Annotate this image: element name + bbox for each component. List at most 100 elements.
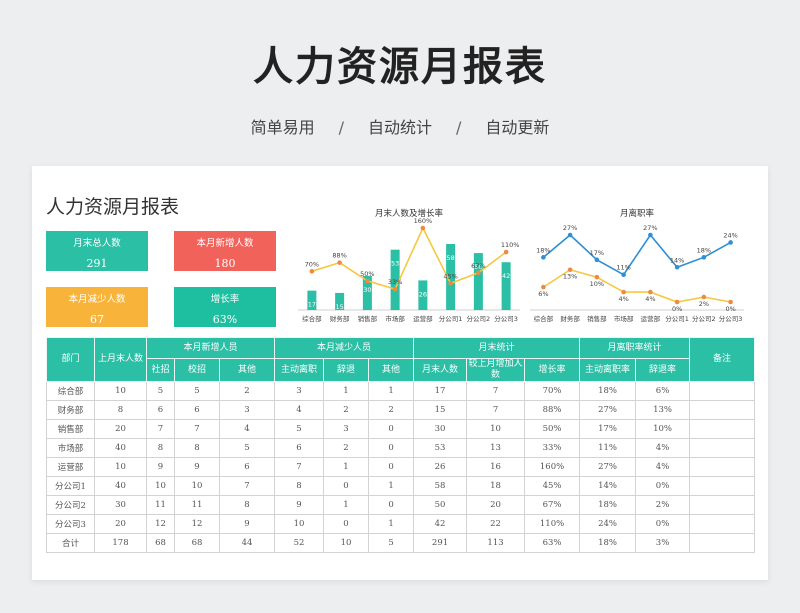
- table-cell[interactable]: [689, 514, 756, 534]
- table-cell[interactable]: 40: [94, 438, 147, 458]
- table-cell[interactable]: 7: [218, 476, 276, 496]
- table-cell[interactable]: 0: [323, 514, 370, 534]
- table-cell[interactable]: 0: [368, 419, 415, 439]
- table-cell[interactable]: [689, 381, 756, 401]
- table-cell[interactable]: 16: [466, 457, 526, 477]
- table-cell[interactable]: [689, 457, 756, 477]
- table-cell[interactable]: 20: [94, 514, 147, 534]
- table-cell[interactable]: 0: [368, 495, 415, 515]
- table-cell[interactable]: 10: [146, 476, 175, 496]
- table-cell[interactable]: 4%: [635, 457, 691, 477]
- table-cell[interactable]: [689, 438, 756, 458]
- table-cell[interactable]: [689, 476, 756, 496]
- table-cell[interactable]: 0: [368, 457, 415, 477]
- table-cell[interactable]: 7: [466, 381, 526, 401]
- table-cell[interactable]: 178: [94, 533, 147, 553]
- table-cell[interactable]: 110%: [524, 514, 581, 534]
- table-cell[interactable]: 5: [368, 533, 415, 553]
- table-cell[interactable]: 88%: [524, 400, 581, 420]
- table-cell[interactable]: 15: [413, 400, 468, 420]
- table-cell[interactable]: 53: [413, 438, 468, 458]
- table-cell[interactable]: 1: [323, 457, 370, 477]
- table-cell[interactable]: [689, 495, 756, 515]
- table-cell[interactable]: 27%: [579, 457, 637, 477]
- table-cell[interactable]: 1: [323, 381, 370, 401]
- table-cell[interactable]: 9: [146, 457, 175, 477]
- table-cell[interactable]: 9: [174, 457, 220, 477]
- table-cell[interactable]: 1: [368, 514, 415, 534]
- table-cell[interactable]: 50: [413, 495, 468, 515]
- table-cell[interactable]: [689, 419, 756, 439]
- table-cell[interactable]: 33%: [524, 438, 581, 458]
- table-cell[interactable]: 4: [274, 400, 325, 420]
- table-cell[interactable]: 8: [218, 495, 276, 515]
- table-cell[interactable]: 4%: [635, 438, 691, 458]
- table-cell[interactable]: 113: [466, 533, 526, 553]
- table-cell[interactable]: 68: [174, 533, 220, 553]
- table-cell[interactable]: 3: [323, 419, 370, 439]
- table-cell[interactable]: 10: [323, 533, 370, 553]
- table-cell[interactable]: 50%: [524, 419, 581, 439]
- table-cell[interactable]: 1: [368, 381, 415, 401]
- table-cell[interactable]: 运营部: [46, 457, 95, 477]
- table-cell[interactable]: 5: [174, 381, 220, 401]
- table-cell[interactable]: 1: [368, 476, 415, 496]
- table-cell[interactable]: 7: [146, 419, 175, 439]
- table-cell[interactable]: 2: [323, 438, 370, 458]
- table-cell[interactable]: 8: [274, 476, 325, 496]
- table-cell[interactable]: 20: [466, 495, 526, 515]
- table-cell[interactable]: 0%: [635, 476, 691, 496]
- table-cell[interactable]: 销售部: [46, 419, 95, 439]
- table-cell[interactable]: 68: [146, 533, 175, 553]
- table-cell[interactable]: 市场部: [46, 438, 95, 458]
- table-cell[interactable]: 2: [218, 381, 276, 401]
- table-cell[interactable]: 291: [413, 533, 468, 553]
- table-cell[interactable]: 18: [466, 476, 526, 496]
- table-cell[interactable]: 11%: [579, 438, 637, 458]
- table-cell[interactable]: 8: [174, 438, 220, 458]
- table-cell[interactable]: 20: [94, 419, 147, 439]
- table-cell[interactable]: 9: [274, 495, 325, 515]
- table-cell[interactable]: 67%: [524, 495, 581, 515]
- table-cell[interactable]: 14%: [579, 476, 637, 496]
- table-cell[interactable]: 2: [323, 400, 370, 420]
- table-cell[interactable]: 18%: [579, 533, 637, 553]
- table-cell[interactable]: 12: [146, 514, 175, 534]
- table-cell[interactable]: 3: [218, 400, 276, 420]
- table-cell[interactable]: 30: [94, 495, 147, 515]
- table-cell[interactable]: [689, 400, 756, 420]
- table-cell[interactable]: 10: [466, 419, 526, 439]
- table-cell[interactable]: 4: [218, 419, 276, 439]
- table-cell[interactable]: 6: [274, 438, 325, 458]
- table-cell[interactable]: 40: [94, 476, 147, 496]
- table-cell[interactable]: 45%: [524, 476, 581, 496]
- table-cell[interactable]: 10: [174, 476, 220, 496]
- table-cell[interactable]: 1: [323, 495, 370, 515]
- table-cell[interactable]: 10: [274, 514, 325, 534]
- table-cell[interactable]: 10%: [635, 419, 691, 439]
- table-cell[interactable]: 13: [466, 438, 526, 458]
- table-cell[interactable]: 42: [413, 514, 468, 534]
- table-cell[interactable]: 11: [146, 495, 175, 515]
- table-cell[interactable]: 10: [94, 457, 147, 477]
- table-cell[interactable]: 2: [368, 400, 415, 420]
- table-cell[interactable]: 0: [368, 438, 415, 458]
- table-cell[interactable]: 22: [466, 514, 526, 534]
- table-cell[interactable]: 8: [146, 438, 175, 458]
- table-cell[interactable]: 2%: [635, 495, 691, 515]
- table-cell[interactable]: 6: [174, 400, 220, 420]
- table-cell[interactable]: 6: [218, 457, 276, 477]
- table-cell[interactable]: 63%: [524, 533, 581, 553]
- table-cell[interactable]: 7: [466, 400, 526, 420]
- table-cell[interactable]: 160%: [524, 457, 581, 477]
- table-cell[interactable]: 7: [174, 419, 220, 439]
- table-cell[interactable]: 18%: [579, 495, 637, 515]
- table-cell[interactable]: 58: [413, 476, 468, 496]
- table-cell[interactable]: 30: [413, 419, 468, 439]
- table-cell[interactable]: 5: [218, 438, 276, 458]
- table-cell[interactable]: 11: [174, 495, 220, 515]
- table-cell[interactable]: 5: [274, 419, 325, 439]
- table-cell[interactable]: 5: [146, 381, 175, 401]
- table-cell[interactable]: 综合部: [46, 381, 95, 401]
- table-cell[interactable]: 3%: [635, 533, 691, 553]
